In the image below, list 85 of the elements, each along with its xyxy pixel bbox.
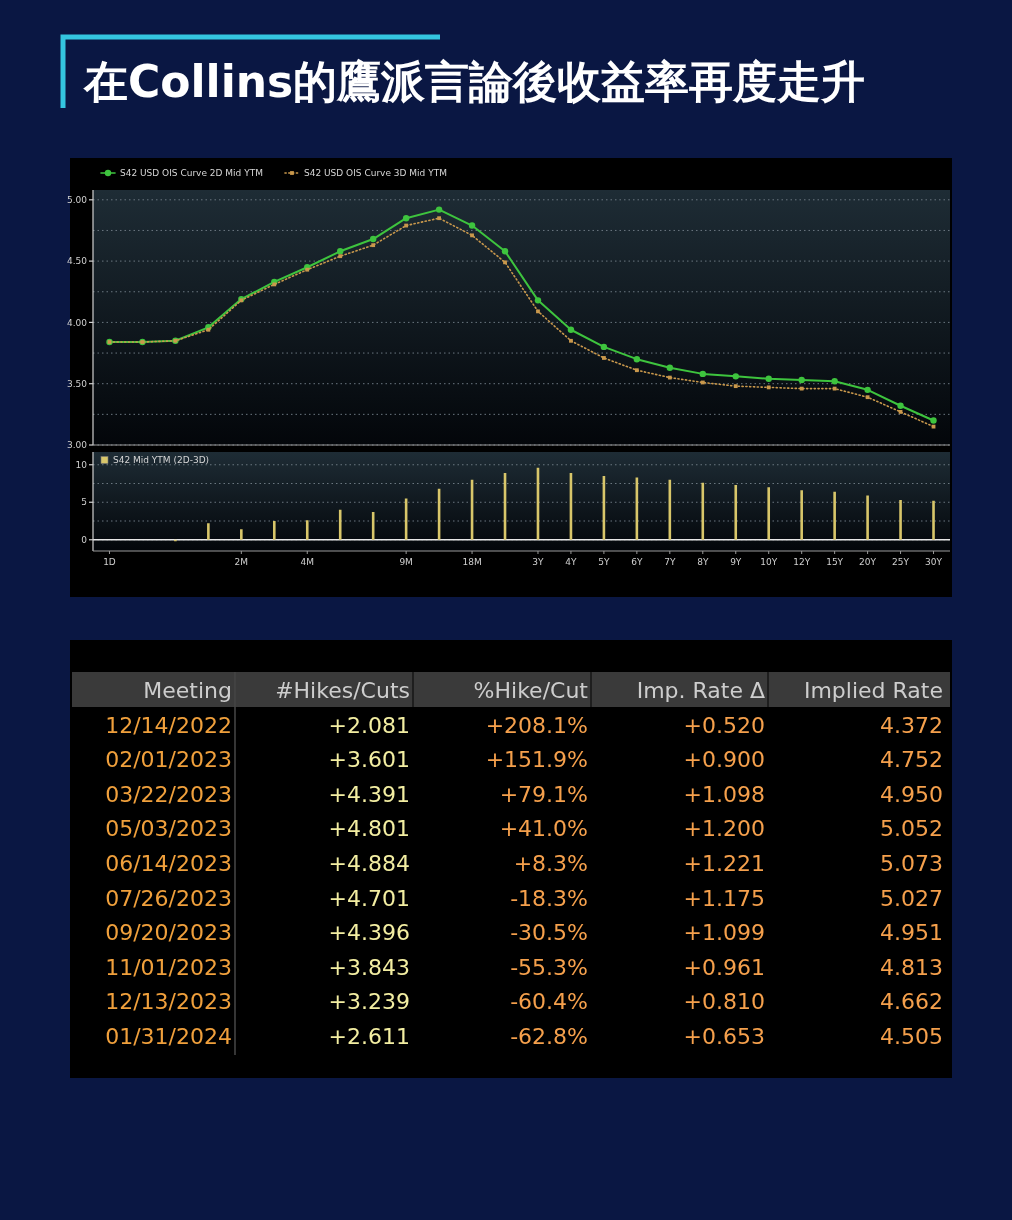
- y-tick-label: 4.50: [66, 256, 88, 267]
- legend-label: S42 USD OIS Curve 2D Mid YTM: [120, 168, 263, 178]
- y-tick-label: 10: [75, 459, 88, 470]
- text: +0.961: [683, 954, 765, 980]
- text: 4.662: [880, 989, 943, 1015]
- text: 4.752: [880, 747, 943, 773]
- x-tick-label: 4Y: [565, 557, 578, 567]
- text: +208.1%: [485, 712, 588, 738]
- category-label: %Hike/Cut: [473, 678, 589, 703]
- text: +41.0%: [499, 816, 588, 842]
- text: +8.3%: [513, 851, 588, 876]
- category-label: #Hikes/Cuts: [275, 678, 410, 703]
- text: 06/14/2023: [105, 851, 232, 876]
- text: 4.950: [880, 781, 943, 807]
- text: -18.3%: [510, 885, 588, 911]
- x-tick-label: 8Y: [697, 557, 709, 567]
- text: 5.052: [880, 816, 943, 842]
- text: +3.239: [328, 989, 410, 1015]
- x-tick-label: 2M: [234, 557, 249, 567]
- x-tick-label: 3Y: [532, 557, 545, 567]
- category-label: Imp. Rate Δ: [636, 678, 765, 703]
- text: 03/22/2023: [105, 781, 232, 807]
- text: 4.813: [880, 954, 943, 980]
- chart-title: 在Collins的鷹派言論後收益率再度走升: [83, 56, 866, 107]
- text: 5.027: [880, 885, 943, 911]
- text: -60.4%: [510, 989, 588, 1015]
- text: 12/14/2022: [105, 712, 232, 738]
- text: +1.099: [683, 920, 765, 946]
- text: 4.951: [880, 920, 943, 946]
- text: +1.098: [683, 781, 765, 807]
- text: +4.701: [328, 885, 410, 911]
- y-tick-label: 0: [81, 534, 88, 545]
- x-tick-label: 15Y: [826, 557, 844, 567]
- legend-label: S42 USD OIS Curve 3D Mid YTM: [303, 168, 447, 178]
- y-tick-label: 5.00: [66, 195, 88, 206]
- text: 12/13/2023: [105, 989, 232, 1015]
- x-tick-label: 10Y: [760, 557, 778, 567]
- text: +1.175: [683, 885, 765, 911]
- text: +2.611: [328, 1024, 410, 1049]
- text: +4.884: [328, 851, 410, 876]
- y-tick-label: 3.50: [66, 378, 88, 389]
- x-tick-label: 18M: [462, 557, 482, 567]
- text: +0.520: [683, 712, 765, 738]
- x-tick-label: 7Y: [664, 557, 676, 567]
- category-label: Implied Rate: [803, 678, 943, 703]
- x-tick-label: 6Y: [631, 557, 643, 567]
- text: -55.3%: [510, 954, 588, 980]
- text: +0.810: [683, 989, 765, 1015]
- text: 05/03/2023: [105, 816, 232, 842]
- y-tick-label: 5: [81, 497, 87, 508]
- text: 4.505: [880, 1024, 943, 1049]
- x-tick-label: 9Y: [730, 557, 742, 567]
- legend-label: S42 Mid YTM (2D-3D): [113, 455, 210, 465]
- text: 4.372: [880, 712, 943, 738]
- text: 07/26/2023: [105, 885, 232, 911]
- text: +0.900: [683, 747, 765, 773]
- text: +2.081: [328, 712, 410, 738]
- text: +3.843: [328, 954, 410, 980]
- text: -62.8%: [510, 1024, 588, 1049]
- x-tick-label: 5Y: [598, 557, 611, 567]
- text: 01/31/2024: [105, 1024, 232, 1049]
- y-tick-label: 4.00: [66, 317, 88, 328]
- text: +1.200: [683, 816, 765, 842]
- text: 09/20/2023: [105, 920, 232, 946]
- text: 5.073: [880, 851, 943, 876]
- text: +3.601: [328, 747, 410, 773]
- text: +4.396: [328, 920, 410, 946]
- x-tick-label: 4M: [300, 557, 314, 567]
- text: 02/01/2023: [105, 747, 232, 773]
- x-tick-label: 20Y: [859, 557, 877, 567]
- text: 11/01/2023: [105, 954, 232, 980]
- text: +151.9%: [485, 747, 588, 773]
- x-tick-label: 25Y: [892, 557, 910, 567]
- x-tick-label: 12Y: [793, 557, 811, 567]
- text: +0.653: [683, 1024, 765, 1049]
- text: +79.1%: [499, 781, 588, 807]
- text: +4.801: [328, 816, 410, 842]
- text: +4.391: [328, 781, 410, 807]
- text: +1.221: [683, 851, 765, 876]
- text: -30.5%: [510, 920, 588, 946]
- x-tick-label: 30Y: [925, 557, 943, 567]
- category-label: Meeting: [143, 678, 232, 703]
- x-tick-label: 9M: [399, 557, 413, 567]
- x-tick-label: 1D: [103, 557, 116, 567]
- y-tick-label: 3.00: [66, 440, 88, 451]
